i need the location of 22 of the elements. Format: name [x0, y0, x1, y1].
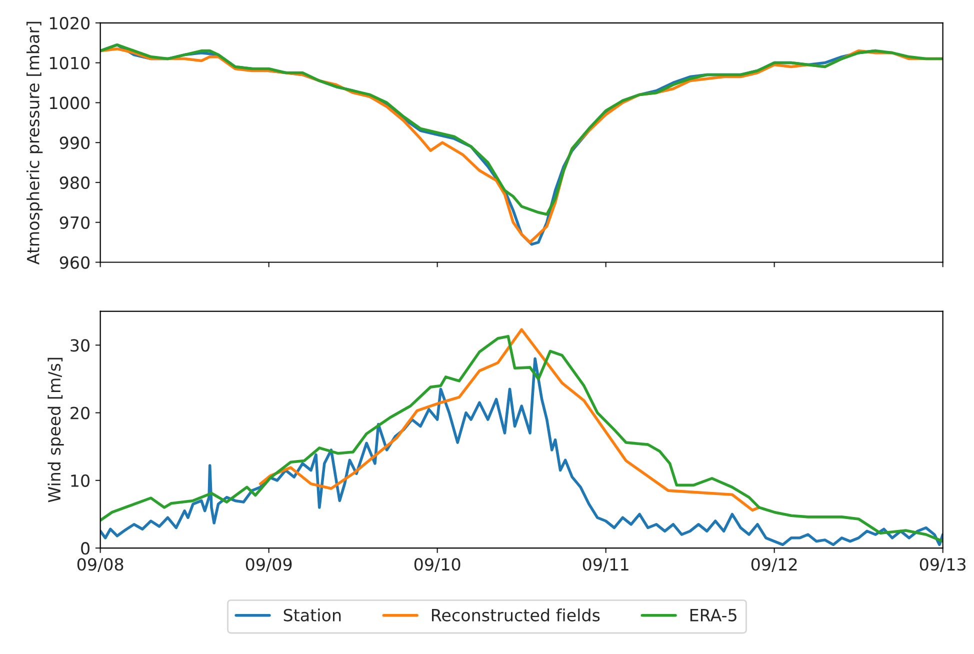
x-tick-label: 09/12 — [751, 558, 797, 572]
y-tick-label: 30 — [70, 339, 90, 352]
x-tick-label: 09/09 — [246, 558, 292, 572]
legend-label: Reconstructed fields — [432, 608, 600, 622]
x-tick-label: 09/13 — [920, 558, 966, 572]
y-tick-label: 1000 — [50, 96, 90, 110]
y-tick-label: 10 — [71, 474, 90, 487]
y-tick-label: 20 — [70, 406, 90, 420]
x-tick-label: 09/10 — [414, 558, 460, 572]
y-tick-label: 990 — [60, 136, 90, 150]
x-tick-label: 09/11 — [582, 558, 628, 572]
y-tick-label: 1020 — [50, 16, 90, 30]
legend-label: Station — [284, 608, 341, 622]
y-tick-label: 1010 — [50, 56, 90, 70]
y-tick-label: 0 — [81, 542, 90, 555]
legend-label: ERA-5 — [690, 609, 736, 622]
y-tick-label: 970 — [60, 216, 90, 229]
y-axis-title: Wind speed [m/s] — [48, 358, 64, 502]
x-tick-label: 09/08 — [77, 558, 124, 572]
y-axis-title: Atmospheric pressure [mbar] — [26, 22, 43, 265]
y-tick-label: 980 — [60, 176, 90, 190]
y-tick-label: 960 — [60, 256, 90, 269]
